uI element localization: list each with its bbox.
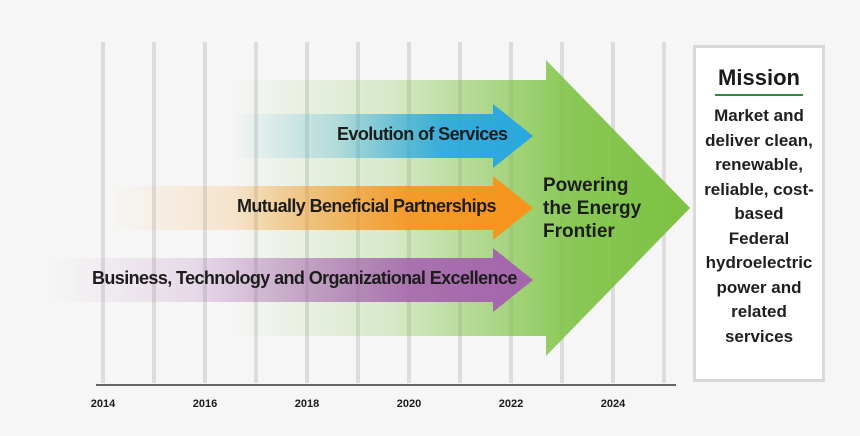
year-label: 2014: [90, 398, 116, 410]
main-arrow-label: Powering the Energy Frontier: [543, 174, 663, 243]
year-label: 2020: [396, 398, 422, 410]
year-label: 2018: [294, 398, 320, 410]
partnerships-label: Mutually Beneficial Partnerships: [237, 196, 496, 216]
main-arrow-line: Powering: [543, 175, 629, 196]
mission-text: Market and deliver clean, renewable, rel…: [704, 106, 814, 346]
partnerships-arrow: [110, 176, 533, 240]
year-label: 2016: [192, 398, 218, 410]
main-arrow-line: the Energy: [543, 198, 642, 219]
mission-box: Mission Market and deliver clean, renewa…: [693, 45, 825, 382]
evolution-label: Evolution of Services: [337, 124, 508, 144]
evolution-arrow: [230, 104, 533, 168]
mission-title: Mission: [715, 65, 803, 96]
main-arrow-line: Frontier: [543, 221, 615, 242]
excellence-label: Business, Technology and Organizational …: [92, 268, 517, 288]
year-label: 2024: [600, 398, 626, 410]
year-label: 2022: [498, 398, 524, 410]
excellence-arrow: [50, 248, 533, 312]
